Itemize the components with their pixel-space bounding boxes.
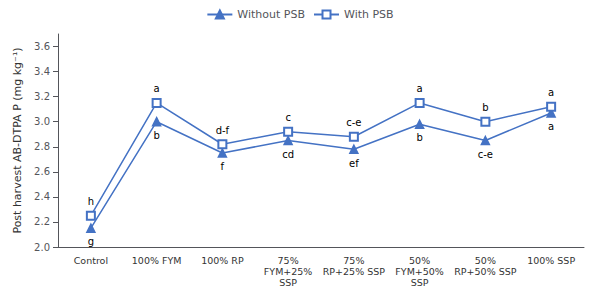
svg-text:h: h [88,196,94,207]
svg-text:3.6: 3.6 [34,41,50,52]
svg-text:100% FYM: 100% FYM [132,255,182,266]
svg-text:a: a [417,83,423,94]
svg-text:100% RP: 100% RP [201,255,244,266]
svg-text:RP+50% SSP: RP+50% SSP [454,266,516,277]
svg-text:b: b [153,130,159,141]
svg-text:3.4: 3.4 [34,66,50,77]
svg-text:50%: 50% [475,255,496,266]
svg-text:f: f [221,161,225,172]
svg-text:100% SSP: 100% SSP [527,255,575,266]
svg-text:a: a [548,121,554,132]
svg-text:FYM+25%: FYM+25% [264,266,313,277]
svg-text:b: b [416,132,422,143]
svg-text:75%: 75% [278,255,299,266]
svg-text:a: a [154,83,160,94]
svg-text:2.8: 2.8 [34,141,50,152]
svg-text:c: c [285,112,291,123]
svg-text:Without PSB: Without PSB [237,8,305,21]
svg-text:2.2: 2.2 [34,216,50,227]
svg-text:50%: 50% [409,255,430,266]
svg-text:cd: cd [282,149,294,160]
svg-text:2.6: 2.6 [34,166,50,177]
svg-text:SSP: SSP [279,277,297,288]
svg-text:d-f: d-f [216,125,230,136]
svg-text:2.0: 2.0 [34,242,50,253]
svg-text:SSP: SSP [411,277,429,288]
svg-text:3.2: 3.2 [34,91,50,102]
svg-text:3.0: 3.0 [34,116,50,127]
svg-text:g: g [88,236,94,247]
svg-text:a: a [548,87,554,98]
svg-text:b: b [482,102,488,113]
svg-text:Control: Control [74,255,108,266]
svg-text:With PSB: With PSB [344,8,394,21]
svg-text:FYM+50%: FYM+50% [395,266,444,277]
svg-text:2.4: 2.4 [34,191,50,202]
svg-text:c-e: c-e [478,149,493,160]
svg-text:75%: 75% [343,255,364,266]
svg-text:ef: ef [349,158,359,169]
svg-text:Post harvest AB-DTPA P (mg kg⁻: Post harvest AB-DTPA P (mg kg⁻¹) [11,47,24,233]
svg-text:c-e: c-e [346,117,361,128]
svg-text:RP+25% SSP: RP+25% SSP [323,266,385,277]
